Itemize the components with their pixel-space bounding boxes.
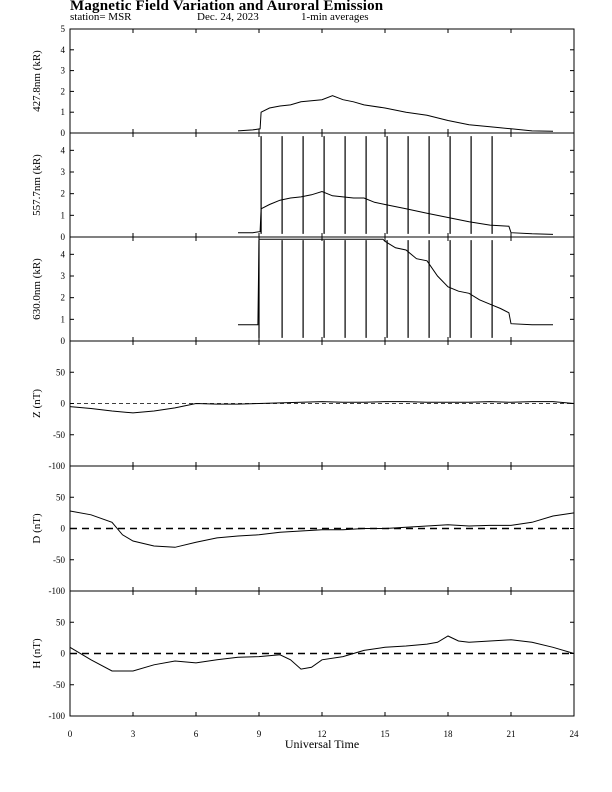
series-line <box>69 635 575 672</box>
y-tick-label: 0 <box>61 128 66 138</box>
x-tick-label: 9 <box>257 729 262 739</box>
x-tick-label: 18 <box>444 729 454 739</box>
date-label: Dec. 24, 2023 <box>197 11 259 23</box>
series-line <box>69 510 575 548</box>
y-tick-label: 3 <box>61 167 66 177</box>
y-tick-label: -50 <box>53 680 65 690</box>
y-tick-label: 0 <box>61 649 66 659</box>
y-tick-label: 1 <box>61 107 66 117</box>
y-tick-label: 0 <box>61 399 66 409</box>
y-tick-label: 3 <box>61 271 66 281</box>
y-tick-label: 2 <box>61 293 66 303</box>
panel-frame <box>69 236 575 342</box>
y-tick-label: -100 <box>49 586 66 596</box>
x-tick-label: 3 <box>131 729 136 739</box>
series-line <box>237 95 554 132</box>
y-tick-label: -100 <box>49 461 66 471</box>
y-tick-label: 2 <box>61 189 66 199</box>
y-axis-label: Z (nT) <box>31 389 43 418</box>
y-tick-label: 0 <box>61 524 66 534</box>
y-tick-label: 3 <box>61 66 66 76</box>
y-axis-label: D (nT) <box>31 513 43 544</box>
series-line <box>69 401 575 414</box>
y-tick-label: 1 <box>61 314 66 324</box>
panel-frame <box>69 132 575 238</box>
x-tick-label: 24 <box>570 729 580 739</box>
y-tick-label: -100 <box>49 711 66 721</box>
series-line <box>238 238 553 326</box>
y-tick-label: 5 <box>61 24 66 34</box>
chart-title: Magnetic Field Variation and Auroral Emi… <box>70 0 384 14</box>
station-label: station= MSR <box>70 11 132 23</box>
y-tick-label: -50 <box>53 555 65 565</box>
y-tick-label: 50 <box>56 492 66 502</box>
y-tick-label: 1 <box>61 210 66 220</box>
x-tick-label: 0 <box>68 729 73 739</box>
y-tick-label: 50 <box>56 617 66 627</box>
y-tick-label: 0 <box>61 336 66 346</box>
y-axis-label: 630.0nm (kR) <box>31 258 43 320</box>
y-tick-label: 4 <box>61 249 66 259</box>
y-tick-label: 4 <box>61 145 66 155</box>
panel-frame <box>69 28 575 134</box>
series-line <box>238 190 554 235</box>
averaging-label: 1-min averages <box>301 11 369 23</box>
x-axis-label: Universal Time <box>285 737 359 751</box>
chart-subtitle: station= MSR Dec. 24, 2023 1-min average… <box>70 11 369 59</box>
x-tick-label: 12 <box>318 729 327 739</box>
y-tick-label: -50 <box>53 430 65 440</box>
y-axis-label: 557.7nm (kR) <box>31 154 43 216</box>
x-tick-label: 15 <box>381 729 391 739</box>
y-tick-label: 50 <box>56 367 66 377</box>
y-tick-label: 4 <box>61 45 66 55</box>
y-axis-label: H (nT) <box>31 638 43 669</box>
y-tick-label: 2 <box>61 86 66 96</box>
x-tick-label: 6 <box>194 729 199 739</box>
y-axis-label: 427.8nm (kR) <box>31 50 43 112</box>
x-tick-label: 21 <box>507 729 516 739</box>
y-tick-label: 0 <box>61 232 66 242</box>
